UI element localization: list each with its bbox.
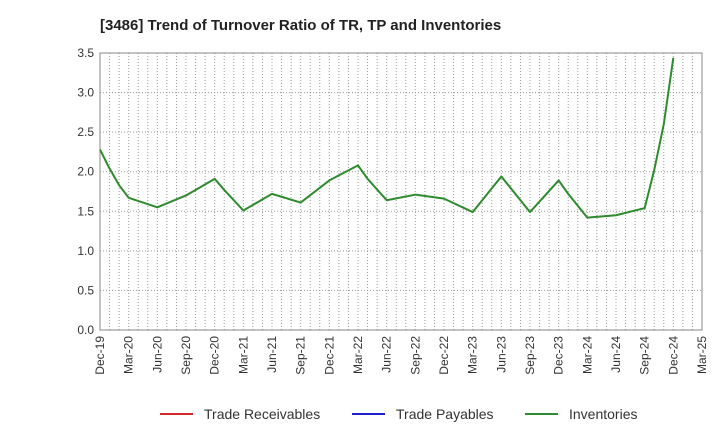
x-tick-label: Sep-24 — [638, 336, 652, 375]
legend-label-inventories: Inventories — [569, 406, 637, 422]
x-tick-label: Sep-22 — [408, 336, 422, 375]
y-tick-label: 1.5 — [77, 204, 94, 218]
x-tick-label: Dec-23 — [552, 336, 566, 375]
y-tick-label: 2.0 — [77, 165, 94, 179]
grid-lines — [100, 53, 702, 330]
series-line-inventories — [99, 57, 675, 219]
y-tick-label: 1.0 — [77, 244, 94, 258]
x-tick-label: Mar-24 — [580, 336, 594, 374]
x-axis: Dec-19 Mar-20 Jun-20 Sep-20 Dec-20 Mar-21 Jun-… — [93, 336, 709, 375]
legend-label-trade-payables: Trade Payables — [396, 406, 494, 422]
x-tick-label: Mar-21 — [236, 336, 250, 374]
x-tick-label: Dec-22 — [437, 336, 451, 375]
y-tick-label: 2.5 — [77, 125, 94, 139]
y-tick-label: 3.0 — [77, 86, 94, 100]
x-tick-label: Mar-23 — [466, 336, 480, 374]
x-tick-label: Sep-20 — [179, 336, 193, 375]
x-tick-label: Dec-20 — [208, 336, 222, 375]
y-tick-label: 0.5 — [77, 283, 94, 297]
x-tick-label: Sep-23 — [523, 336, 537, 375]
chart-title: [3486] Trend of Turnover Ratio of TR, TP… — [100, 17, 501, 34]
series-lines — [99, 57, 675, 219]
x-tick-label: Mar-22 — [351, 336, 365, 374]
legend: Trade Receivables Trade Payables Inventori… — [160, 406, 637, 422]
x-tick-label: Dec-21 — [322, 336, 336, 375]
legend-label-trade-receivables: Trade Receivables — [204, 406, 320, 422]
x-tick-label: Jun-24 — [609, 336, 623, 373]
x-tick-label: Dec-19 — [93, 336, 107, 375]
x-tick-label: Mar-25 — [695, 336, 709, 374]
x-tick-label: Mar-20 — [122, 336, 136, 374]
x-tick-label: Sep-21 — [294, 336, 308, 375]
x-tick-label: Jun-20 — [150, 336, 164, 373]
x-tick-label: Jun-22 — [380, 336, 394, 373]
x-tick-label: Jun-23 — [494, 336, 508, 373]
y-axis: 0.0 0.5 1.0 1.5 2.0 2.5 3.0 3.5 — [77, 46, 94, 337]
y-tick-label: 3.5 — [77, 46, 94, 60]
x-tick-label: Dec-24 — [666, 336, 680, 375]
y-tick-label: 0.0 — [77, 323, 94, 337]
plot-area — [99, 52, 703, 331]
x-tick-label: Jun-21 — [265, 336, 279, 373]
